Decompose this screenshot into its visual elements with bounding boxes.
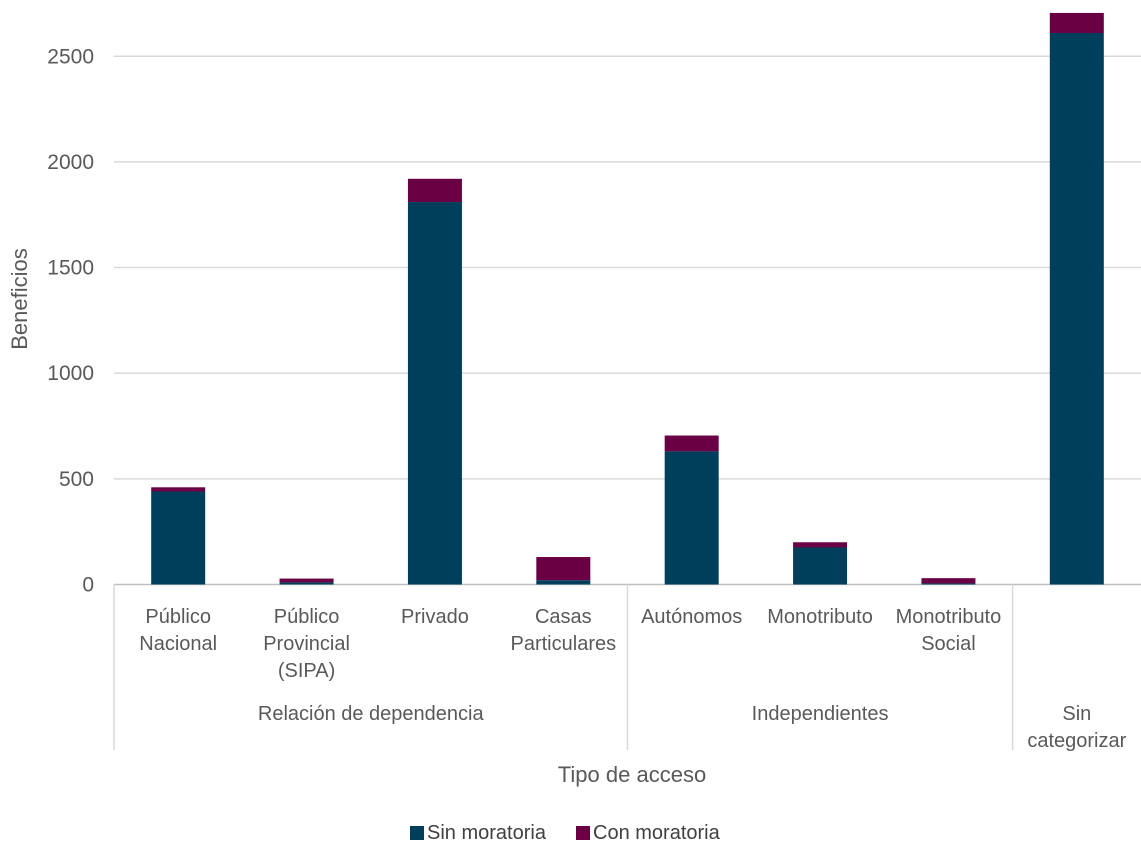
legend: Sin moratoria Con moratoria — [410, 822, 721, 844]
x-group-label: Independientes — [752, 703, 889, 725]
x-category-label: Casas — [535, 606, 592, 628]
y-tick-label: 2500 — [47, 45, 94, 68]
x-category-label: Nacional — [139, 633, 217, 655]
bar-segment — [407, 178, 462, 203]
x-axis-title: Tipo de acceso — [558, 762, 706, 787]
bar-segment — [279, 578, 334, 583]
x-category-label: Privado — [401, 606, 469, 628]
bar-segment — [664, 451, 719, 585]
bar-segment — [793, 542, 848, 548]
y-tick-label: 1000 — [47, 362, 94, 385]
bar-segment — [1049, 33, 1104, 585]
x-category-label: Social — [921, 633, 975, 655]
y-tick-label: 500 — [59, 468, 94, 491]
bar-segment — [921, 578, 976, 584]
bars — [151, 12, 1104, 585]
x-category-label: Particulares — [511, 633, 617, 655]
x-axis: Público Nacional Público Provincial (SIPA) Pr… — [113, 584, 1127, 752]
x-category-label: (SIPA) — [278, 660, 335, 682]
bar-segment — [793, 547, 848, 585]
x-category-label: Público — [274, 606, 340, 628]
x-category-label: Autónomos — [641, 606, 742, 628]
bar-segment — [407, 202, 462, 585]
bar-segment — [151, 487, 206, 492]
legend-swatch — [410, 826, 424, 840]
bar-segment — [536, 557, 591, 581]
y-axis: 0 500 1000 1500 2000 2500 — [47, 45, 94, 596]
bar-segment — [536, 580, 591, 585]
legend-label: Sin moratoria — [427, 822, 547, 844]
x-category-label: Público — [145, 606, 211, 628]
x-group-label: categorizar — [1027, 730, 1126, 752]
bar-segment — [1049, 12, 1104, 34]
x-group-label: Sin — [1062, 703, 1091, 725]
y-tick-label: 0 — [82, 574, 94, 597]
x-category-label: Monotributo — [767, 606, 873, 628]
y-tick-label: 1500 — [47, 257, 94, 280]
gridlines — [114, 55, 1141, 586]
bar-segment — [921, 583, 976, 585]
bar-segment — [151, 491, 206, 585]
legend-label: Con moratoria — [593, 822, 721, 844]
x-category-label: Provincial — [263, 633, 350, 655]
bar-segment — [664, 435, 719, 452]
y-axis-title: Beneficios — [7, 248, 32, 350]
y-tick-label: 2000 — [47, 151, 94, 174]
x-category-label: Monotributo — [896, 606, 1002, 628]
bar-segment — [279, 582, 334, 585]
legend-swatch — [576, 826, 590, 840]
x-group-label: Relación de dependencia — [258, 703, 485, 725]
